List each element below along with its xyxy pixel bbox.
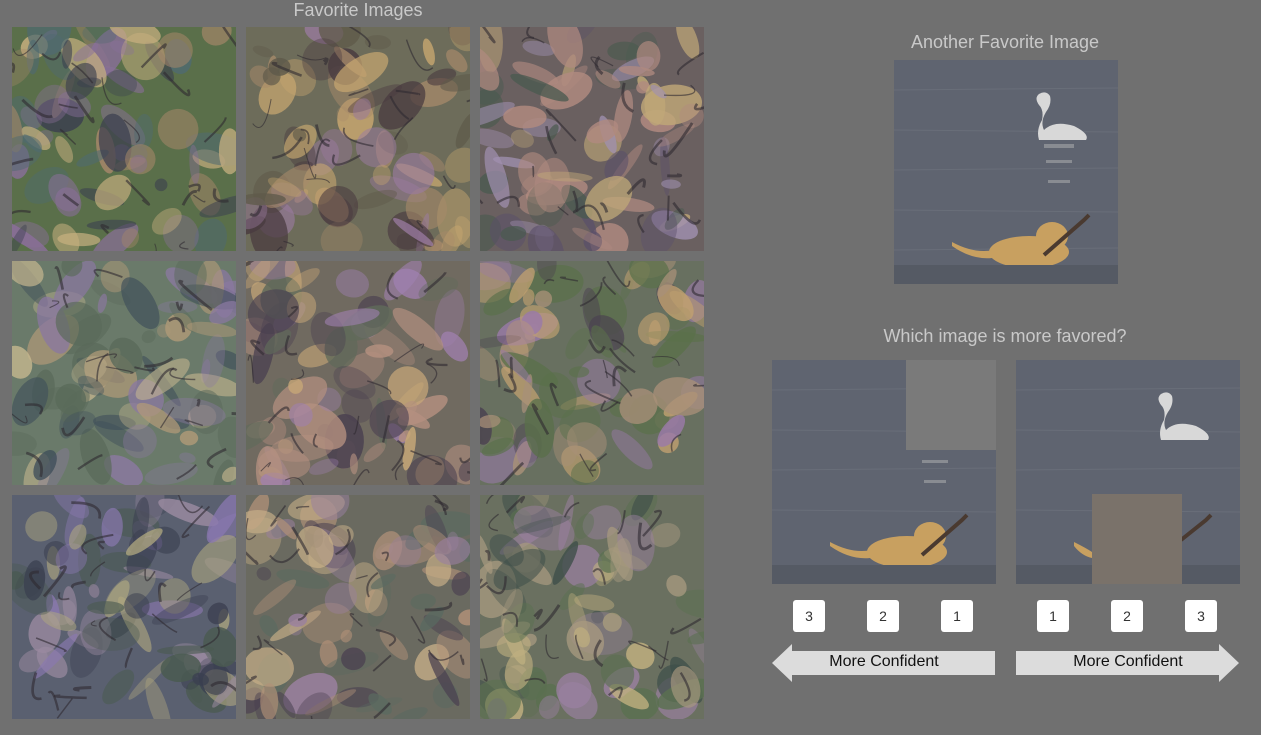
choice-b-rank-1[interactable]: 1 bbox=[1037, 600, 1069, 632]
dog-figure bbox=[952, 213, 1091, 268]
left-arrow-icon bbox=[772, 644, 995, 682]
dream-tile-7 bbox=[12, 495, 236, 719]
right-arrow-icon bbox=[1016, 644, 1239, 682]
dream-tile-9 bbox=[480, 495, 704, 719]
dream-tile-1 bbox=[12, 27, 236, 251]
dog-figure bbox=[830, 513, 969, 568]
dream-tile-5 bbox=[246, 261, 470, 485]
swan-figure bbox=[1036, 92, 1087, 140]
reference-photo bbox=[894, 60, 1118, 284]
choice-a-rank-3[interactable]: 3 bbox=[793, 600, 825, 632]
dream-tile-3 bbox=[480, 27, 704, 251]
swan-figure bbox=[1158, 392, 1209, 440]
left-arrow-label: More Confident bbox=[829, 653, 939, 670]
occlusion-patch bbox=[1092, 494, 1182, 584]
choice-a-image[interactable] bbox=[772, 360, 996, 584]
question-text: Which image is more favored? bbox=[883, 326, 1127, 346]
choice-a-rank-1[interactable]: 1 bbox=[941, 600, 973, 632]
dream-tile-4 bbox=[12, 261, 236, 485]
another-favorite-title: Another Favorite Image bbox=[910, 32, 1100, 52]
dream-tile-8 bbox=[246, 495, 470, 719]
dream-tile-6 bbox=[480, 261, 704, 485]
right-arrow-label: More Confident bbox=[1073, 653, 1183, 670]
choice-b-rank-3[interactable]: 3 bbox=[1185, 600, 1217, 632]
choice-a-rank-2[interactable]: 2 bbox=[867, 600, 899, 632]
favorite-images-title: Favorite Images bbox=[293, 0, 423, 20]
occlusion-patch bbox=[906, 360, 996, 450]
dream-tile-2 bbox=[246, 27, 470, 251]
choice-b-image[interactable] bbox=[1016, 360, 1240, 584]
choice-b-rank-2[interactable]: 2 bbox=[1111, 600, 1143, 632]
